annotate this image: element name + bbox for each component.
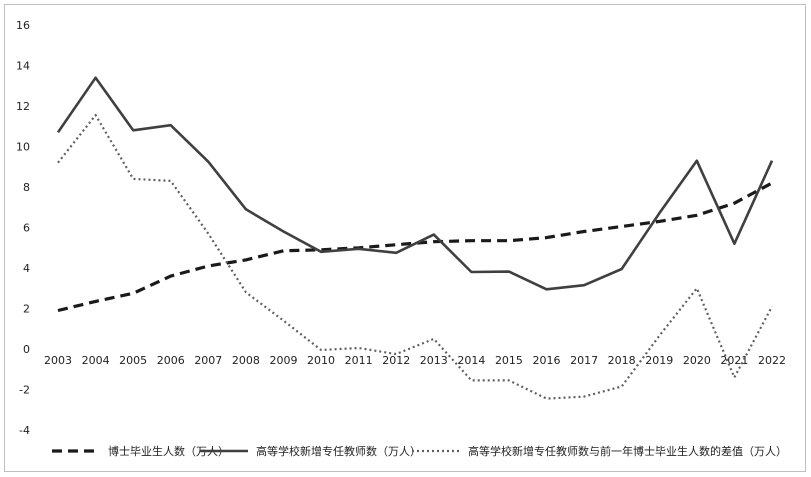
y-tick-label: -2 bbox=[19, 384, 30, 397]
x-tick-label: 2005 bbox=[119, 354, 147, 367]
x-tick-label: 2008 bbox=[232, 354, 260, 367]
legend-label-3: 高等学校新增专任教师数与前一年博士毕业生人数的差值（万人） bbox=[468, 444, 787, 458]
x-tick-label: 2012 bbox=[382, 354, 410, 367]
legend-label-2: 高等学校新增专任教师数（万人） bbox=[256, 444, 421, 458]
x-axis-tick-labels: 2003 2004 2005 2006 2007 2008 2009 2010 2011 2012… bbox=[44, 354, 786, 367]
x-tick-label: 2017 bbox=[570, 354, 598, 367]
y-tick-label: 6 bbox=[23, 222, 30, 235]
x-tick-label: 2010 bbox=[307, 354, 335, 367]
y-tick-label: 12 bbox=[16, 100, 30, 113]
x-tick-label: 2009 bbox=[269, 354, 297, 367]
y-tick-label: 16 bbox=[16, 19, 30, 32]
series-lines bbox=[56, 76, 774, 400]
series-line-1 bbox=[57, 181, 773, 313]
x-tick-label: 2019 bbox=[645, 354, 673, 367]
x-tick-label: 2018 bbox=[608, 354, 636, 367]
x-tick-label: 2011 bbox=[345, 354, 373, 367]
x-tick-label: 2007 bbox=[194, 354, 222, 367]
x-tick-label: 2016 bbox=[533, 354, 561, 367]
x-tick-label: 2014 bbox=[457, 354, 485, 367]
x-tick-label: 2022 bbox=[758, 354, 786, 367]
x-tick-label: 2020 bbox=[683, 354, 711, 367]
x-tick-label: 2015 bbox=[495, 354, 523, 367]
series-line-2 bbox=[56, 76, 774, 291]
y-tick-label: 8 bbox=[23, 181, 30, 194]
x-tick-label: 2004 bbox=[82, 354, 110, 367]
x-tick-label: 2003 bbox=[44, 354, 72, 367]
y-tick-label: 0 bbox=[23, 343, 30, 356]
legend-label-1: 博士毕业生人数（万人） bbox=[108, 444, 229, 458]
chart-frame bbox=[4, 4, 806, 472]
legend: 博士毕业生人数（万人） 高等学校新增专任教师数（万人） 高等学校新增专任教师数与前一… bbox=[52, 444, 787, 458]
x-tick-label: 2006 bbox=[157, 354, 185, 367]
x-tick-label: 2013 bbox=[420, 354, 448, 367]
y-tick-label: 4 bbox=[23, 262, 30, 275]
y-tick-label: -4 bbox=[19, 424, 30, 437]
y-tick-label: 2 bbox=[23, 303, 30, 316]
y-axis-tick-labels: -4 -2 0 2 4 6 8 10 12 14 16 bbox=[16, 19, 30, 437]
y-tick-label: 10 bbox=[16, 141, 30, 154]
y-tick-label: 14 bbox=[16, 60, 30, 73]
